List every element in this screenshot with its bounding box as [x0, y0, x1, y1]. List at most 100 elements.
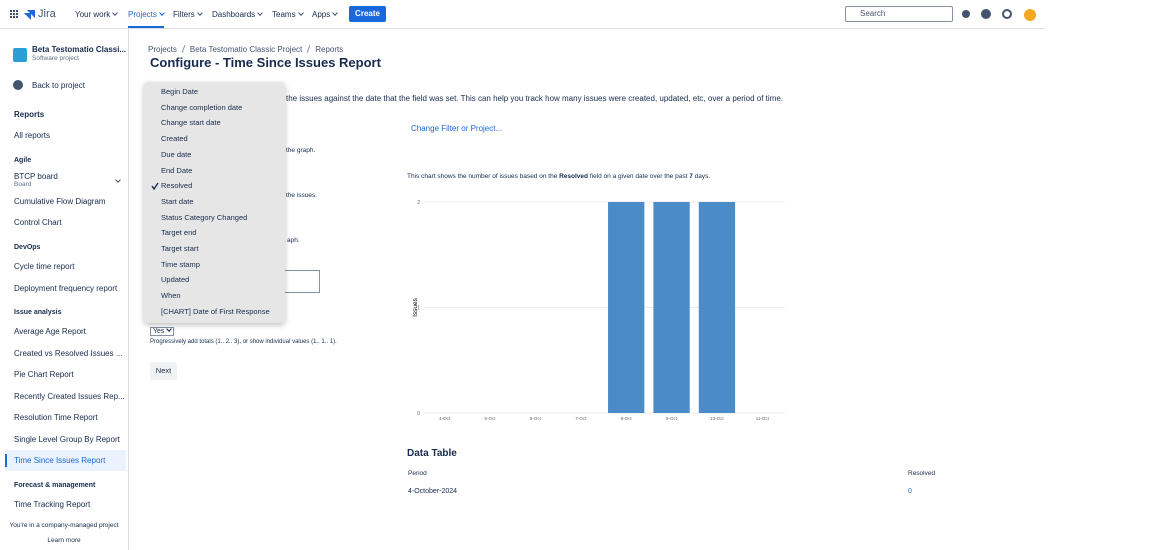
x-tick-label: 5-Oct	[485, 416, 497, 421]
sidebar-link[interactable]: Average Age Report	[14, 327, 86, 336]
dropdown-item[interactable]: When	[161, 291, 181, 301]
nav-item[interactable]: Teams	[272, 10, 304, 19]
nav-item[interactable]: Your work	[75, 10, 119, 19]
back-link[interactable]: Back to project	[32, 81, 85, 90]
help-text: aph.	[287, 237, 300, 244]
search-box[interactable]: Search	[845, 6, 953, 22]
text: days.	[692, 173, 711, 180]
dropdown-item[interactable]: Status Category Changed	[161, 212, 248, 222]
create-button[interactable]: Create	[349, 6, 386, 22]
text: Resolved	[559, 173, 589, 180]
nav-label: Apps	[312, 10, 331, 19]
nav-label: Filters	[173, 10, 195, 19]
nav-label: Projects	[128, 10, 157, 19]
nav-item[interactable]: Projects	[128, 10, 165, 19]
y-tick-label: 2	[417, 200, 420, 206]
dropdown-item[interactable]: Target end	[161, 228, 197, 238]
help-text: the graph.	[286, 147, 316, 154]
sidebar-link[interactable]: Deployment frequency report	[14, 284, 118, 293]
nav-label: Dashboards	[212, 10, 256, 19]
dropdown-item[interactable]: Time stamp	[161, 259, 200, 269]
x-tick-label: 7-Oct	[575, 416, 587, 421]
x-tick-label: 4-Oct	[439, 416, 451, 421]
project-name: Beta Testomatio Classi...	[32, 45, 127, 54]
project-type: Software project	[32, 55, 79, 62]
group-title: Forecast & management	[14, 482, 96, 489]
table-cell[interactable]: 0	[908, 488, 912, 495]
crumb[interactable]: Reports	[315, 45, 344, 54]
dropdown-item[interactable]: Change completion date	[161, 102, 243, 112]
table-header: Resolved	[908, 470, 936, 477]
select-value: Yes	[153, 328, 165, 335]
x-tick-label: 9-Oct	[666, 416, 678, 421]
top-nav	[0, 0, 1045, 29]
text: field on a given date over the past	[588, 173, 690, 180]
product-name[interactable]: Jira	[38, 8, 56, 20]
nav-item[interactable]: Dashboards	[212, 10, 263, 19]
page-title: Configure - Time Since Issues Report	[150, 55, 381, 70]
sidebar-link[interactable]: Time Tracking Report	[14, 500, 91, 509]
board-type: Board	[14, 181, 32, 188]
group-title: DevOps	[14, 244, 41, 251]
nav-icons	[962, 9, 1036, 21]
sidebar-link[interactable]: Created vs Resolved Issues ...	[14, 349, 123, 358]
sidebar-link[interactable]: Control Chart	[14, 218, 62, 227]
crumb[interactable]: Projects	[148, 45, 177, 54]
nav-item[interactable]: Apps	[312, 10, 339, 19]
active-highlight	[5, 450, 126, 471]
dropdown-item[interactable]: Due date	[161, 149, 192, 159]
dropdown-item[interactable]: Target start	[161, 244, 199, 253]
dropdown-item[interactable]: Start date	[161, 196, 194, 206]
bar	[653, 202, 690, 413]
sidebar-footer: You're in a company-managed project	[9, 522, 119, 529]
dropdown-item[interactable]: [CHART] Date of First Response	[161, 306, 270, 316]
sidebar-link[interactable]: Resolution Time Report	[14, 413, 98, 422]
sidebar-link[interactable]: Time Since Issues Report	[14, 456, 106, 465]
select[interactable]: Yes	[150, 326, 175, 336]
back-icon	[13, 80, 23, 90]
x-tick-label: 10-Oct	[710, 416, 724, 421]
chart-caption: This chart shows the number of issues ba…	[407, 173, 710, 180]
nav-label: Teams	[272, 10, 296, 19]
sidebar-link[interactable]: BTCP board	[14, 172, 58, 181]
sidebar-link[interactable]: Pie Chart Report	[14, 370, 74, 379]
active-bar	[5, 454, 7, 467]
bar	[608, 202, 645, 413]
x-tick-label: 8-Oct	[621, 416, 633, 421]
nav-item[interactable]: Filters	[173, 10, 203, 19]
x-tick-label: 6-Oct	[530, 416, 542, 421]
chart: 0 1 2 Issues 4-Oct 5-Oct 6-Oct 7-Oct 8-Oct 9-Oct 1…	[412, 200, 785, 421]
sidebar-link[interactable]: Cycle time report	[14, 262, 75, 271]
check-icon	[151, 182, 159, 191]
sidebar	[0, 29, 129, 550]
crumb[interactable]: Beta Testomatio Classic Project	[189, 45, 303, 54]
dropdown-item[interactable]: Begin Date	[161, 87, 199, 96]
change-filter-link[interactable]: Change Filter or Project...	[411, 124, 503, 133]
sidebar-link[interactable]: Single Level Group By Report	[14, 435, 120, 444]
table-header: Period	[408, 470, 427, 477]
project-icon	[13, 48, 27, 62]
text: This chart shows the number of issues ba…	[407, 173, 560, 180]
text: 7	[689, 173, 693, 180]
dropdown-item[interactable]: Resolved	[161, 181, 193, 191]
bar	[698, 202, 736, 413]
learn-more[interactable]: Learn more	[47, 537, 81, 544]
next-button[interactable]: Next	[150, 362, 177, 380]
dropdown-item[interactable]: Change start date	[161, 118, 221, 128]
sidebar-link[interactable]: Recently Created Issues Rep...	[14, 392, 125, 401]
help-text: the issues.	[286, 192, 318, 199]
dropdown-item[interactable]: Updated	[161, 275, 190, 285]
y-axis-label: Issues	[412, 297, 419, 317]
dropdown: Begin Date Change completion date Change s…	[144, 82, 285, 323]
y-tick-label: 0	[417, 411, 420, 417]
sidebar-link[interactable]: Cumulative Flow Diagram	[14, 197, 106, 206]
sidebar-link[interactable]: All reports	[14, 131, 51, 140]
x-tick-label: 11-Oct	[756, 416, 770, 421]
dropdown-item[interactable]: Created	[161, 134, 188, 144]
dropdown-item[interactable]: End Date	[161, 165, 193, 175]
text-input[interactable]	[280, 270, 320, 293]
description: the issues against the date that the fie…	[286, 94, 784, 103]
y-tick-label: 1	[417, 306, 420, 312]
group-title: Agile	[14, 157, 32, 164]
